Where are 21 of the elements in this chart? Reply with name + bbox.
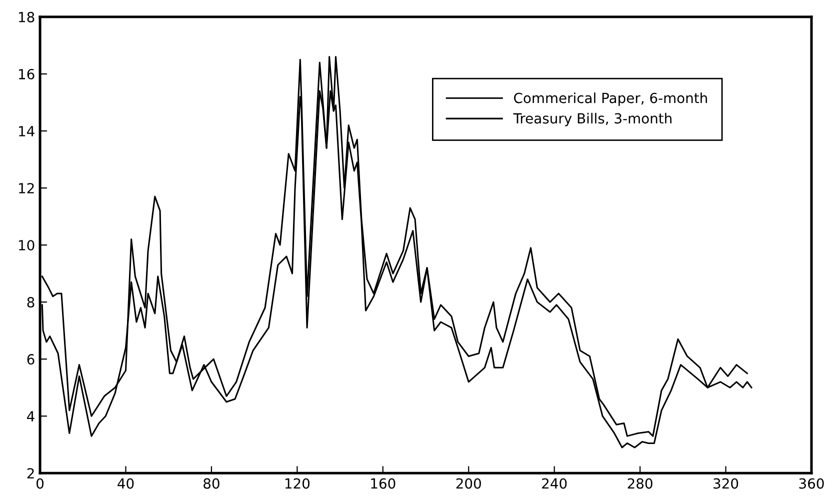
y-tick-label: 10 [19, 240, 34, 250]
x-tick-label: 160 [371, 478, 396, 489]
legend-label: Treasury Bills, 3-month [513, 112, 672, 126]
y-tick-label: 2 [27, 468, 34, 478]
legend-label: Commerical Paper, 6-month [514, 92, 707, 106]
x-tick-label: 0 [36, 478, 44, 489]
x-tick-label: 240 [542, 478, 567, 489]
x-tick-label: 120 [285, 478, 310, 489]
y-tick-label: 12 [19, 182, 34, 194]
x-tick-label: 360 [799, 478, 824, 489]
x-tick-label: 40 [118, 478, 134, 489]
x-tick-label: 200 [456, 478, 481, 489]
x-tick-label: 320 [714, 478, 738, 489]
y-tick-label: 18 [19, 12, 34, 22]
y-tick-label: 16 [19, 68, 34, 80]
y-tick-label: 14 [19, 126, 34, 136]
x-tick-label: 80 [204, 478, 220, 489]
x-tick-label: 280 [628, 478, 652, 489]
y-tick-label: 4 [27, 411, 34, 422]
y-tick-label: 6 [27, 354, 34, 365]
y-tick-label: 8 [27, 297, 34, 308]
